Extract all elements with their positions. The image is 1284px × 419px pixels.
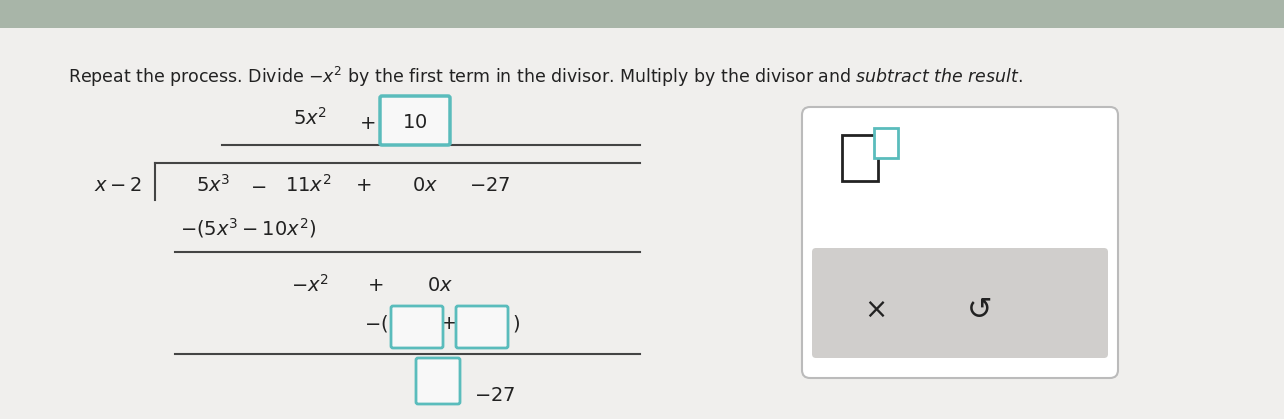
Text: $-27$: $-27$ [474,385,516,404]
Text: $0x$: $0x$ [412,176,438,194]
Text: $-x^{2}$: $-x^{2}$ [291,274,329,296]
FancyBboxPatch shape [392,306,443,348]
Text: $-$: $-$ [250,176,266,194]
Bar [0,0,1284,28]
Text: $11x^{2}$: $11x^{2}$ [285,174,331,196]
FancyBboxPatch shape [456,306,508,348]
FancyBboxPatch shape [380,96,449,145]
Text: Repeat the process. Divide $-x^{2}$ by the first term in the divisor. Multiply b: Repeat the process. Divide $-x^{2}$ by t… [68,65,1023,89]
Text: $0x$: $0x$ [428,276,453,295]
Text: $5x^{3}$: $5x^{3}$ [195,174,230,196]
Text: $-($: $-($ [363,313,388,334]
Text: $+$: $+$ [354,176,371,194]
Text: $\times$: $\times$ [864,296,886,324]
Text: $-\left(5x^{3}-10x^{2}\right)$: $-\left(5x^{3}-10x^{2}\right)$ [180,216,316,240]
FancyBboxPatch shape [802,107,1118,378]
Text: $x-2$: $x-2$ [94,176,143,194]
FancyBboxPatch shape [416,358,460,404]
Text: $)$: $)$ [512,313,520,334]
Bar [842,135,878,181]
Text: $10$: $10$ [402,113,428,132]
Bar [874,128,898,158]
Text: $-27$: $-27$ [469,176,511,194]
Text: $+$: $+$ [367,276,383,295]
FancyBboxPatch shape [811,248,1108,358]
Text: $+$: $+$ [440,313,456,333]
Text: $5x^{2}$: $5x^{2}$ [293,107,327,129]
Text: $+$: $+$ [358,114,375,132]
Text: ↺: ↺ [967,295,993,324]
